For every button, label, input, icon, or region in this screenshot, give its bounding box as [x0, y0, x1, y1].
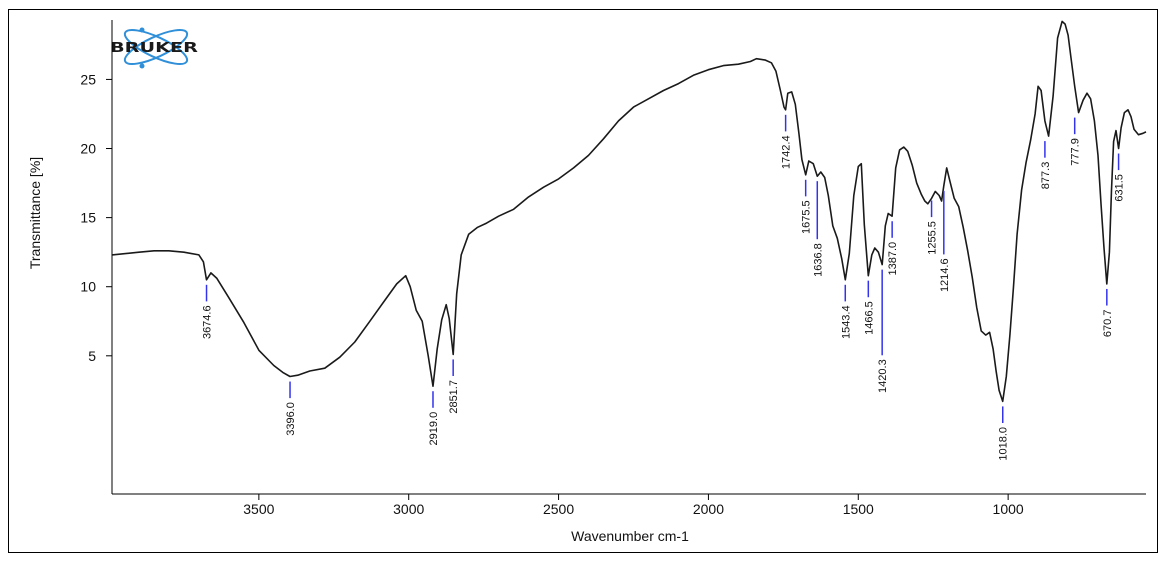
x-tick-label: 2500	[543, 501, 574, 517]
peak-label: 777.9	[1070, 138, 1082, 166]
peak-label: 1018.0	[998, 427, 1010, 461]
peak-label: 1466.5	[863, 301, 875, 335]
logo-orbit-2	[123, 29, 189, 65]
y-tick-label: 5	[88, 348, 96, 364]
chart-frame	[8, 9, 1158, 553]
logo-electron-1	[139, 27, 145, 33]
logo-electron-2	[139, 63, 145, 69]
x-tick-label: 2000	[693, 501, 724, 517]
peak-label: 1420.3	[877, 359, 889, 393]
peak-label: 1214.6	[939, 258, 951, 292]
axes	[111, 20, 1146, 495]
peak-label: 1636.8	[812, 243, 824, 277]
y-tick-label: 10	[80, 279, 96, 295]
peak-label: 1387.0	[887, 242, 899, 276]
peak-label: 1675.5	[801, 200, 813, 234]
y-tick-label: 20	[80, 141, 96, 157]
peak-label: 1255.5	[927, 221, 939, 255]
peak-label: 2851.7	[448, 380, 460, 414]
peak-label: 2919.0	[428, 412, 440, 446]
y-tick-label: 15	[80, 210, 96, 226]
x-axis-label: Wavenumber cm-1	[571, 528, 689, 544]
x-tick-label: 3500	[243, 501, 274, 517]
x-tick-label: 1000	[993, 501, 1024, 517]
x-tick-label: 3000	[393, 501, 424, 517]
peak-label: 1742.4	[781, 135, 793, 169]
peak-label: 3396.0	[285, 402, 297, 436]
x-tick-label: 1500	[843, 501, 874, 517]
peak-label: 3674.6	[202, 305, 214, 339]
peak-label: 1543.4	[840, 305, 852, 339]
y-tick-label: 25	[80, 71, 96, 87]
peak-label: 877.3	[1040, 162, 1052, 190]
peak-label: 631.5	[1114, 174, 1126, 202]
y-axis-label: Transmittance [%]	[27, 157, 43, 269]
peak-annotations: 3674.6 3396.0 2919.0 2851.7 1742.4 1675.5 1636…	[202, 114, 1126, 461]
logo-text: BRUKER	[110, 41, 198, 56]
bruker-logo: BRUKER	[110, 27, 198, 69]
spectrum-line	[111, 20, 1147, 403]
peak-label: 670.7	[1102, 310, 1114, 338]
ticks: 3500 3000 2500 2000 1500 1000 5 10 15 20 25	[80, 71, 1023, 517]
logo-orbit-1	[123, 29, 189, 65]
